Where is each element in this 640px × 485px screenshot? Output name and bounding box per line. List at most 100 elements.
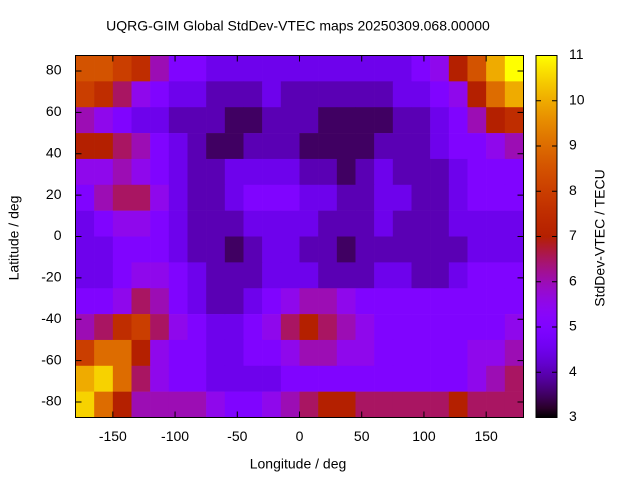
heatmap-cell (411, 339, 431, 367)
y-tick-label: -80 (41, 393, 61, 409)
heatmap-cell (206, 55, 226, 82)
heatmap-cell (430, 107, 450, 134)
heatmap-cell (411, 365, 431, 392)
heatmap-cell (355, 158, 375, 186)
heatmap-cell (168, 365, 188, 392)
heatmap-cell (392, 262, 412, 289)
heatmap-cell (94, 262, 114, 289)
heatmap-cell (280, 107, 300, 134)
heatmap-cell (280, 55, 300, 82)
heatmap-cell (374, 158, 394, 186)
heatmap-cell (75, 236, 95, 263)
heatmap-cell (206, 210, 226, 237)
heatmap-cell (486, 107, 506, 134)
heatmap-cell (187, 184, 207, 211)
colorbar-tick-label: 9 (569, 137, 577, 153)
heatmap-cell (318, 55, 338, 82)
heatmap-cell (318, 210, 338, 237)
heatmap-cell (448, 365, 468, 392)
heatmap-cell (299, 107, 319, 134)
heatmap-cell (112, 262, 132, 289)
heatmap-cell (243, 107, 263, 134)
heatmap-cell (392, 55, 412, 82)
heatmap-cell (411, 55, 431, 82)
heatmap-cell (75, 314, 95, 341)
heatmap-cell (112, 81, 132, 108)
heatmap-cell (374, 133, 394, 160)
heatmap-cell (467, 158, 487, 186)
heatmap-cell (224, 339, 244, 367)
heatmap-cell (224, 184, 244, 211)
heatmap-cell (411, 288, 431, 315)
heatmap-cell (187, 365, 207, 392)
heatmap-cell (486, 236, 506, 263)
heatmap-cell (168, 107, 188, 134)
heatmap-cell (224, 81, 244, 108)
heatmap-cell (94, 133, 114, 160)
heatmap-cell (262, 288, 282, 315)
heatmap-cell (467, 133, 487, 160)
heatmap-cell (486, 158, 506, 186)
heatmap-cell (206, 107, 226, 134)
heatmap-cell (112, 314, 132, 341)
heatmap-cell (318, 184, 338, 211)
heatmap-cell (75, 210, 95, 237)
heatmap-cell (168, 55, 188, 82)
heatmap-cell (187, 236, 207, 263)
heatmap-cell (355, 391, 375, 418)
heatmap-cell (318, 236, 338, 263)
heatmap-cell (448, 288, 468, 315)
heatmap-cell (430, 365, 450, 392)
heatmap-cell (131, 288, 151, 315)
heatmap-cell (280, 133, 300, 160)
heatmap-cell (318, 81, 338, 108)
heatmap-cell (168, 236, 188, 263)
heatmap-cell (448, 133, 468, 160)
heatmap-cell (504, 184, 524, 211)
heatmap-cell (243, 210, 263, 237)
x-tick-label: -100 (161, 428, 189, 444)
heatmap-cell (112, 365, 132, 392)
heatmap-cell (280, 184, 300, 211)
heatmap-cell (336, 288, 356, 315)
heatmap-cell (224, 391, 244, 418)
heatmap-cell (336, 339, 356, 367)
heatmap-cell (280, 314, 300, 341)
heatmap-cell (486, 55, 506, 82)
heatmap-cell (280, 158, 300, 186)
heatmap-cell (131, 339, 151, 367)
heatmap-cell (392, 391, 412, 418)
heatmap-cell (467, 107, 487, 134)
heatmap-cell (94, 210, 114, 237)
heatmap-cell (75, 133, 95, 160)
heatmap-cell (411, 133, 431, 160)
heatmap-cell (112, 210, 132, 237)
heatmap-cell (299, 236, 319, 263)
heatmap-cell (374, 107, 394, 134)
colorbar-tick-label: 10 (569, 91, 585, 107)
x-tick-label: 100 (412, 428, 436, 444)
heatmap-cell (187, 107, 207, 134)
heatmap-cell (374, 236, 394, 263)
heatmap-cell (280, 391, 300, 418)
heatmap-cell (243, 55, 263, 82)
heatmap-cell (504, 262, 524, 289)
heatmap-cell (374, 288, 394, 315)
heatmap-cell (299, 314, 319, 341)
heatmap-cell (355, 81, 375, 108)
heatmap-cell (168, 339, 188, 367)
heatmap-cell (430, 184, 450, 211)
colorbar-tick-label: 5 (569, 318, 577, 334)
heatmap-cell (150, 339, 170, 367)
heatmap-cell (392, 236, 412, 263)
y-tick-label: 60 (46, 103, 62, 119)
heatmap-cell (168, 210, 188, 237)
heatmap-cell (467, 391, 487, 418)
heatmap-cell (299, 210, 319, 237)
colorbar-label: StdDev-VTEC / TECU (592, 169, 608, 306)
heatmap-cell (467, 262, 487, 289)
heatmap-cell (187, 339, 207, 367)
heatmap-cell (336, 158, 356, 186)
y-tick-label: 80 (46, 62, 62, 78)
